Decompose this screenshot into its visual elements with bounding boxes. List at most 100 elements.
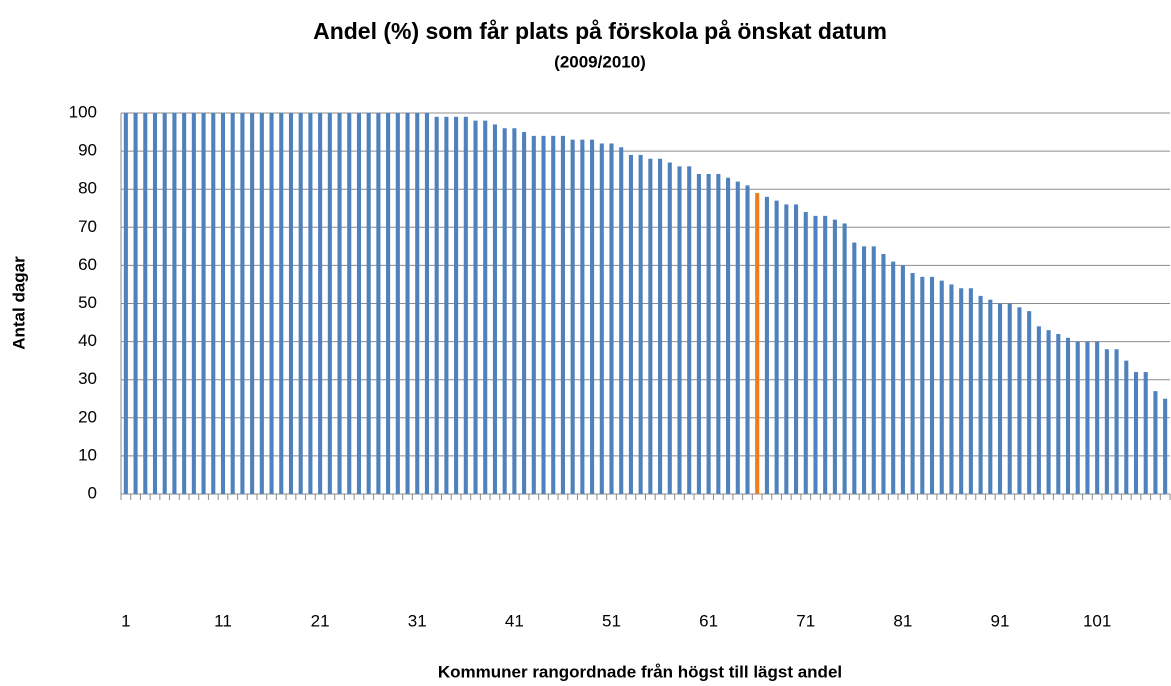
y-tick-label: 100 (69, 102, 97, 121)
bar (356, 113, 362, 494)
bar (1095, 341, 1100, 494)
bar (201, 113, 206, 494)
bar (696, 173, 701, 494)
bar (415, 113, 420, 494)
bar (949, 284, 954, 494)
bar (230, 113, 235, 494)
x-tick-label: 11 (214, 611, 232, 630)
y-tick-label: 20 (78, 407, 97, 426)
bar (492, 124, 497, 495)
y-tick-label: 80 (78, 179, 97, 198)
bar (813, 215, 818, 494)
bar (1007, 303, 1012, 494)
bar (405, 113, 410, 494)
bar (133, 113, 138, 494)
bar (531, 135, 536, 495)
x-tick-label: 61 (699, 611, 718, 630)
bar (609, 143, 614, 495)
bar (560, 135, 565, 495)
bar (502, 128, 507, 495)
bar (191, 113, 196, 494)
bar (250, 113, 255, 494)
y-axis-title: Antal dagar (9, 256, 28, 350)
x-tick-label: 71 (796, 611, 815, 630)
bar (832, 219, 837, 494)
bar (1133, 372, 1139, 494)
bar (298, 113, 303, 494)
bar (570, 139, 575, 495)
bar (1153, 391, 1158, 494)
bar (386, 113, 391, 494)
bar (220, 113, 226, 494)
bar (842, 223, 847, 495)
y-tick-label: 60 (78, 255, 97, 274)
bar (726, 177, 731, 494)
x-tick-label: 31 (408, 611, 427, 630)
bar (288, 113, 294, 494)
bar (444, 116, 449, 494)
bar (1114, 349, 1119, 494)
bar (939, 280, 944, 494)
bar (881, 253, 886, 494)
bar (794, 204, 799, 494)
bar (347, 113, 352, 494)
bar (988, 299, 993, 494)
bar (463, 116, 468, 494)
bar (259, 113, 264, 494)
bar (852, 242, 857, 494)
bar (162, 113, 167, 494)
bar (522, 132, 527, 495)
bar (784, 204, 789, 494)
bar (308, 113, 313, 494)
chart-subtitle: (2009/2010) (554, 52, 646, 71)
bar (1104, 349, 1109, 494)
bar (1163, 398, 1168, 494)
bar (745, 185, 750, 494)
bar (648, 158, 653, 494)
x-tick-label: 51 (602, 611, 621, 630)
bar (968, 288, 973, 494)
bar (803, 212, 808, 494)
bar (211, 113, 216, 494)
bar (755, 193, 760, 494)
y-tick-label: 90 (78, 141, 97, 160)
bar (318, 113, 323, 494)
y-tick-label: 0 (88, 483, 97, 502)
bar (871, 246, 876, 494)
bar (551, 135, 556, 495)
bar (706, 173, 711, 494)
bar (628, 154, 633, 494)
bar (910, 273, 915, 494)
bar (580, 139, 585, 495)
bar (677, 166, 682, 494)
bar (716, 173, 721, 494)
bar (997, 303, 1003, 494)
bar (667, 162, 672, 494)
x-tick-label: 101 (1083, 611, 1111, 630)
x-tick-label: 1 (121, 611, 130, 630)
bar (1143, 372, 1148, 494)
bar (327, 113, 332, 494)
bar (1036, 326, 1041, 494)
bar (823, 215, 828, 494)
bar (658, 158, 663, 494)
bar (376, 113, 381, 494)
bar (337, 113, 342, 494)
bar (978, 295, 983, 494)
bar (240, 113, 245, 494)
bar (512, 128, 517, 495)
bar (959, 288, 964, 494)
bar (143, 113, 148, 494)
bar (929, 276, 935, 494)
bar (920, 276, 925, 494)
bar (1065, 337, 1071, 494)
bar (590, 139, 595, 495)
bar (483, 120, 488, 495)
bar (152, 113, 158, 494)
bar (687, 166, 692, 494)
y-tick-label: 10 (78, 445, 97, 464)
bar (123, 113, 128, 494)
chart-title: Andel (%) som får plats på förskola på ö… (313, 18, 887, 44)
bar (172, 113, 177, 494)
